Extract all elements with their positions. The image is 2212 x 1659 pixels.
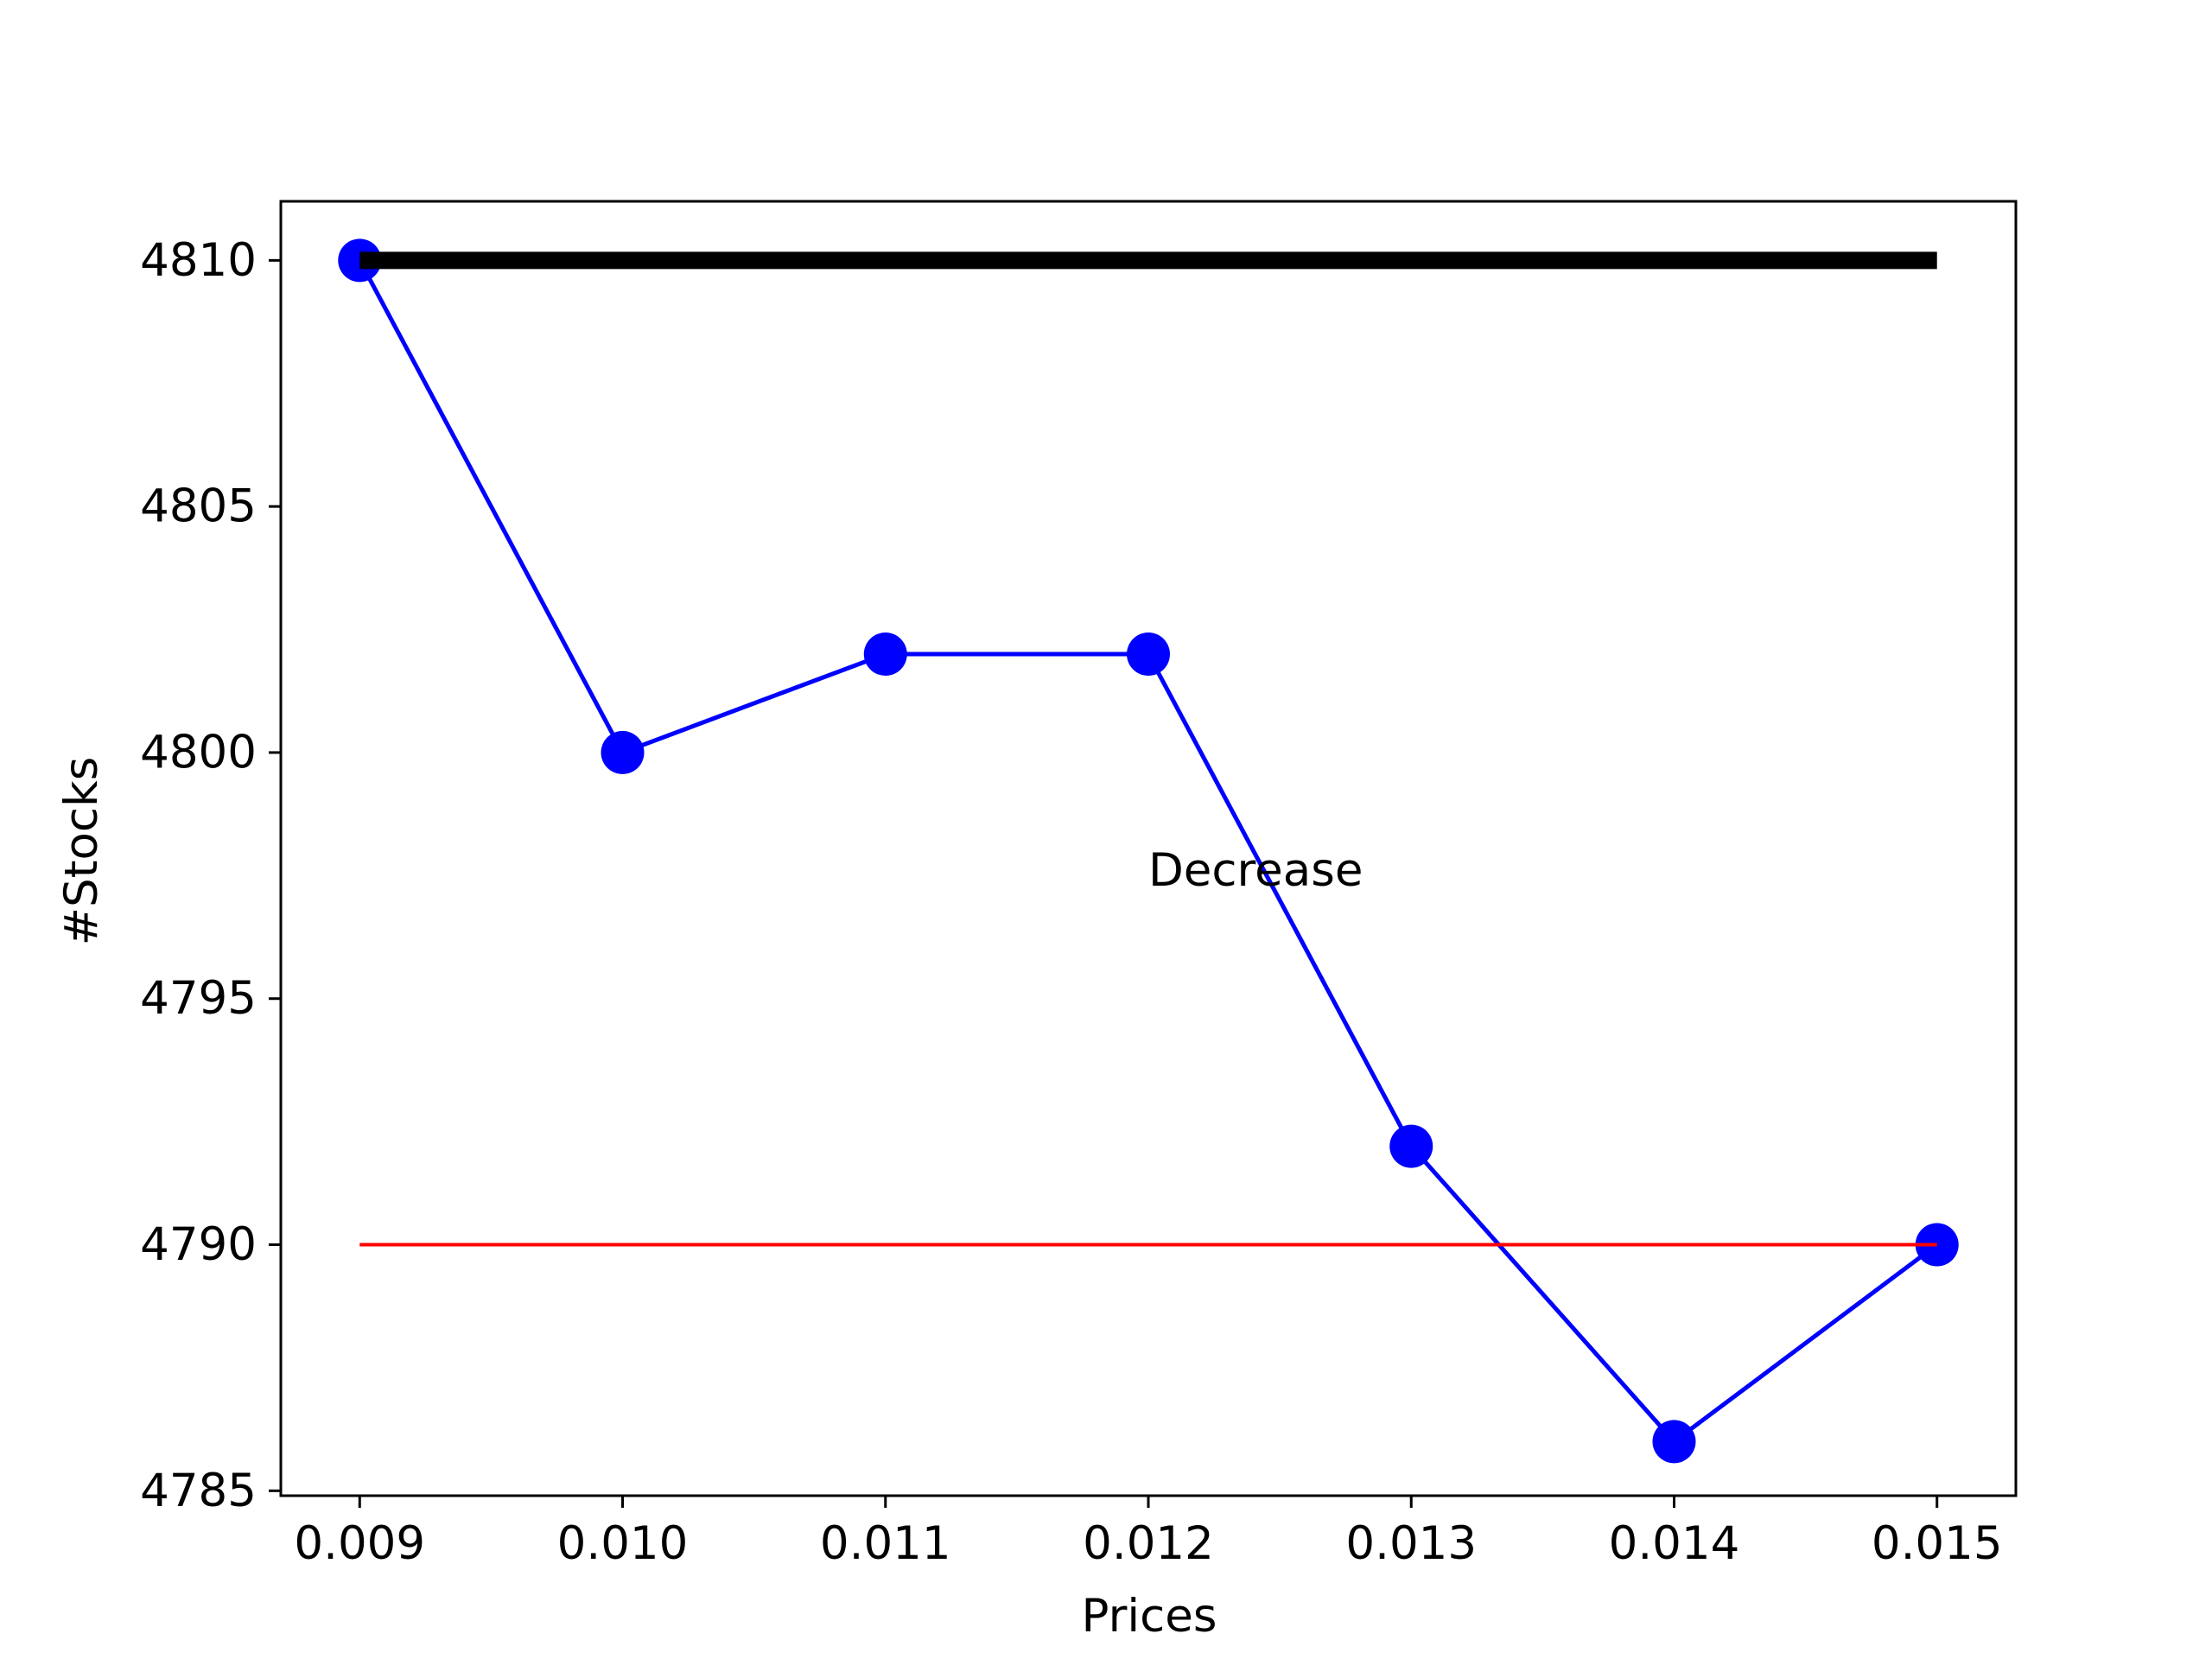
x-tick-label: 0.009 <box>294 1517 425 1570</box>
x-axis-label: Prices <box>1082 1590 1217 1643</box>
plot-layer: Decrease <box>338 238 1959 1464</box>
annotation-label: Decrease <box>1148 844 1363 897</box>
y-tick-label: 4810 <box>140 234 257 287</box>
x-tick-label: 0.012 <box>1083 1517 1214 1570</box>
series-0-point <box>601 730 645 774</box>
x-tick-label: 0.013 <box>1345 1517 1477 1570</box>
x-tick-label: 0.010 <box>557 1517 689 1570</box>
y-tick-label: 4785 <box>140 1465 257 1517</box>
series-0-point <box>863 632 907 677</box>
series-0-point <box>1652 1420 1696 1464</box>
y-tick-label: 4805 <box>140 480 257 533</box>
y-tick-label: 4800 <box>140 726 257 779</box>
x-tick-label: 0.011 <box>820 1517 951 1570</box>
axes-layer: 0.009 0.010 0.011 0.012 0.013 0.014 0.015 4785 4… <box>140 200 2018 1570</box>
series-0-point <box>1389 1124 1433 1168</box>
y-tick-label: 4790 <box>140 1218 257 1271</box>
series-0-point <box>1127 632 1170 677</box>
x-tick-label: 0.015 <box>1872 1517 2003 1570</box>
x-tick-label: 0.014 <box>1609 1517 1740 1570</box>
y-tick-label: 4795 <box>140 972 257 1025</box>
y-axis-label: #Stocks <box>55 757 108 946</box>
